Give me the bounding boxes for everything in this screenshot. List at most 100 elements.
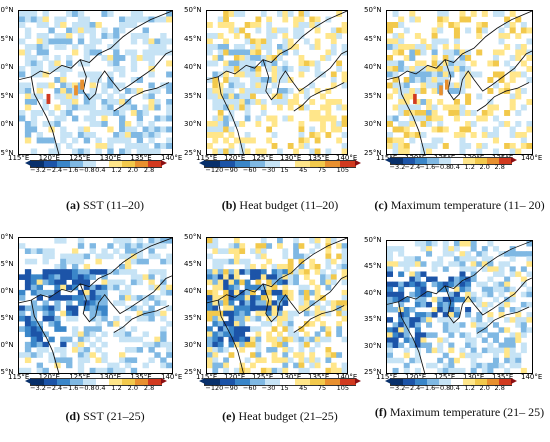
field-cell: [260, 263, 267, 270]
field-cell: [470, 362, 477, 369]
field-cell: [36, 352, 43, 358]
field-cell: [89, 248, 96, 254]
field-cell: [309, 109, 316, 116]
field-cell: [260, 295, 267, 301]
field-cell: [83, 44, 91, 50]
colorbar-min-arrow: [25, 378, 31, 384]
field-cell: [392, 33, 399, 39]
field-cell: [66, 336, 73, 343]
field-cell: [487, 291, 494, 298]
coastline: [387, 241, 532, 373]
field-cell: [282, 66, 289, 72]
field-cell: [119, 109, 126, 116]
field-cell: [282, 88, 289, 94]
field-cell: [160, 33, 167, 39]
field-cell: [420, 44, 427, 50]
field-cell: [420, 88, 427, 94]
field-cell: [387, 271, 394, 277]
field-cell: [66, 93, 73, 100]
field-cell: [387, 44, 394, 50]
field-cell: [130, 243, 138, 249]
field-cell: [48, 248, 55, 254]
field-cell: [341, 44, 347, 50]
field-cell: [60, 38, 67, 45]
field-cell: [431, 281, 438, 288]
field-cell: [515, 362, 522, 369]
field-cell: [136, 243, 144, 249]
field-cell: [336, 310, 343, 317]
field-cell: [403, 88, 410, 94]
field-cell: [255, 305, 262, 312]
field-cell: [207, 336, 213, 343]
field-cell: [426, 143, 433, 149]
field-cell: [470, 261, 477, 267]
field-cell: [136, 33, 144, 39]
field-cell: [250, 71, 256, 78]
field-cell: [212, 99, 219, 105]
colorbar-tick-label: −1.6: [62, 384, 79, 392]
field-cell: [239, 88, 246, 94]
field-cell: [487, 312, 494, 318]
field-cell: [282, 284, 289, 291]
field-cell: [392, 71, 399, 78]
field-cell: [277, 331, 283, 338]
colorbar-swatch: [96, 161, 110, 167]
field-cell: [476, 301, 483, 308]
field-cell: [509, 266, 516, 272]
field-cell: [509, 271, 516, 277]
field-cell: [255, 274, 262, 280]
colorbar-swatch: [451, 379, 464, 385]
field-cell: [526, 301, 532, 308]
field-cell: [228, 93, 235, 100]
field-cell: [113, 66, 120, 72]
field-cell: [223, 279, 229, 286]
field-cell: [515, 352, 522, 359]
field-cell: [30, 126, 38, 133]
y-tick-label: 35°N: [184, 91, 202, 100]
field-cell: [437, 281, 444, 288]
field-cell: [437, 16, 444, 23]
field-cell: [160, 16, 167, 23]
field-cell: [526, 261, 532, 267]
field-cell: [271, 300, 278, 306]
field-cell: [387, 256, 394, 262]
field-cell: [271, 33, 278, 39]
colorbar-b: [199, 160, 361, 168]
field-cell: [392, 126, 399, 133]
field-cell: [19, 11, 26, 17]
field-cell: [509, 296, 516, 303]
field-cell: [403, 367, 410, 373]
field-cell: [414, 281, 421, 288]
field-cell: [409, 88, 416, 94]
field-cell: [119, 82, 126, 89]
field-cell: [271, 66, 278, 72]
field-cell: [309, 300, 316, 306]
field-cell: [154, 99, 161, 105]
field-cell: [277, 71, 283, 78]
field-cell: [119, 148, 126, 154]
field-cell: [54, 143, 61, 149]
field-cell: [130, 66, 138, 72]
field-cell: [83, 55, 91, 61]
field-cell: [101, 310, 108, 317]
field-cell: [101, 27, 108, 34]
field-cell: [336, 11, 343, 17]
field-cell: [66, 362, 73, 369]
field-cell: [250, 93, 256, 100]
field-cell: [442, 38, 449, 45]
field-cell: [426, 99, 433, 105]
field-cell: [448, 332, 455, 338]
y-tick-label: 45°N: [184, 34, 202, 43]
field-cell: [403, 332, 410, 338]
field-cell: [239, 55, 246, 61]
field-cell: [465, 342, 472, 349]
field-cell: [520, 281, 527, 288]
field-cell: [36, 132, 43, 138]
colorbar-max-arrow: [511, 157, 517, 163]
field-cell: [217, 22, 224, 28]
field-cell: [509, 77, 516, 83]
field-cell: [124, 238, 132, 244]
field-cell: [250, 248, 256, 254]
field-cell: [233, 326, 240, 332]
field-cell: [392, 66, 399, 72]
